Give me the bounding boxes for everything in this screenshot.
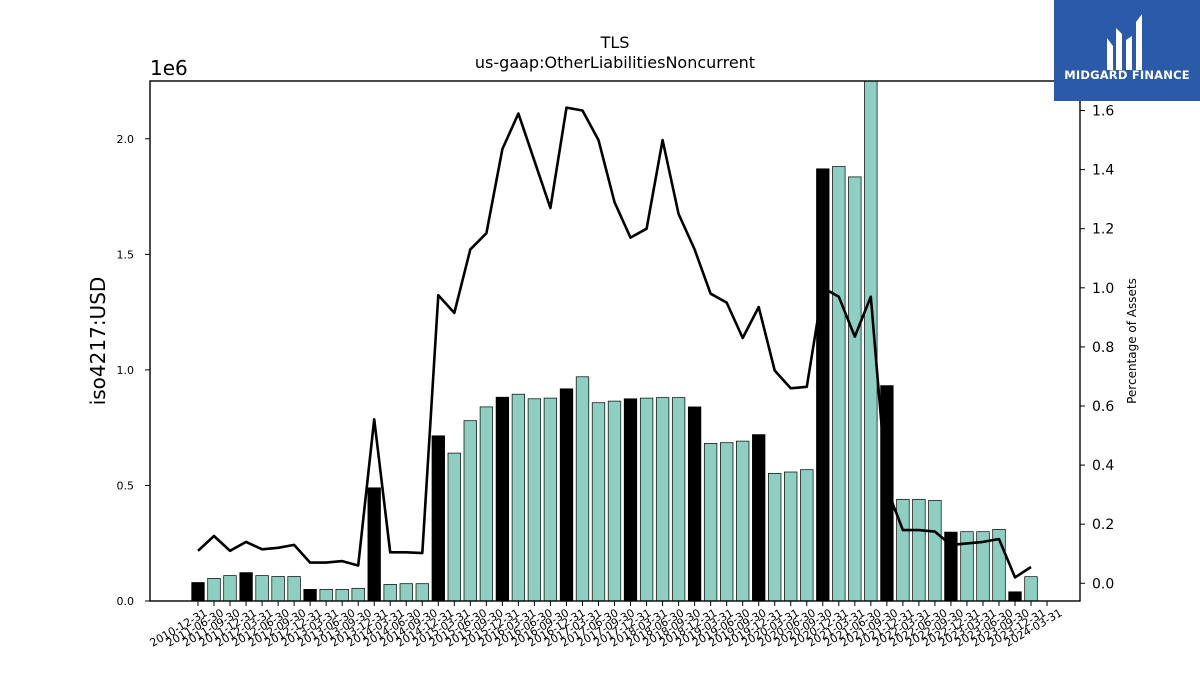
bar <box>816 168 830 602</box>
bars-group <box>191 80 1038 602</box>
bar <box>543 397 558 602</box>
y2-tick-label: 0.2 <box>1092 517 1114 533</box>
bar <box>399 583 413 602</box>
y2-tick-label: 1.2 <box>1092 222 1114 238</box>
bar <box>687 406 702 602</box>
bar <box>703 443 718 602</box>
bar <box>287 576 301 602</box>
bar <box>800 469 814 602</box>
bar <box>623 398 638 602</box>
bar <box>639 397 654 602</box>
y-tick-label: 2.0 <box>117 133 135 146</box>
bar <box>671 397 686 602</box>
chart-title: TLS <box>600 33 630 52</box>
bar <box>832 166 846 602</box>
y-tick-label: 1.5 <box>117 248 135 261</box>
y2-tick-label: 1.4 <box>1092 163 1114 179</box>
bar <box>223 575 237 602</box>
bar <box>383 584 397 602</box>
bar <box>928 500 942 602</box>
bar <box>207 578 221 602</box>
bar <box>447 452 461 602</box>
bar <box>720 442 734 602</box>
bar <box>415 583 429 602</box>
bar <box>319 589 333 602</box>
y-tick-label: 0.0 <box>117 595 135 608</box>
bar <box>655 397 670 602</box>
bar <box>752 434 766 602</box>
bar <box>736 440 750 602</box>
bar <box>271 576 285 602</box>
bar <box>1008 591 1022 602</box>
y2-tick-label: 0.0 <box>1092 576 1114 592</box>
line-group <box>197 106 1032 579</box>
percentage-line <box>197 106 1032 579</box>
bar <box>575 376 590 602</box>
bar <box>335 589 349 602</box>
bar <box>607 400 622 602</box>
bar <box>591 402 606 602</box>
bar <box>367 487 381 602</box>
y2-ticks: 0.0 0.2 0.4 0.6 0.8 1.0 1.2 1.4 1.6 <box>1080 104 1114 592</box>
bar <box>511 393 526 602</box>
y2-tick-label: 1.0 <box>1092 281 1114 297</box>
y2-tick-label: 0.4 <box>1092 458 1114 474</box>
logo-mark-icon <box>1107 14 1142 70</box>
y-tick-label: 1.0 <box>117 364 135 377</box>
bar <box>303 589 317 602</box>
bar <box>559 388 574 602</box>
bar <box>768 473 782 602</box>
bar <box>191 582 205 602</box>
bar <box>527 398 542 602</box>
brand-logo: MIDGARD FINANCE <box>1054 0 1200 101</box>
bar <box>495 396 510 602</box>
plot-frame <box>149 80 1081 602</box>
y-axis-label: iso4217:USD <box>86 277 110 406</box>
bar <box>463 420 477 602</box>
logo-text: MIDGARD FINANCE <box>1064 68 1190 82</box>
y2-axis-label: Percentage of Assets <box>1125 278 1139 404</box>
bar <box>880 385 894 602</box>
y-ticks: 0.0 0.5 1.0 1.5 2.0 <box>117 133 150 608</box>
bar <box>479 406 494 602</box>
y2-tick-label: 1.6 <box>1092 104 1114 120</box>
bar <box>784 471 798 602</box>
y-offset-label: 1e6 <box>150 56 188 80</box>
x-ticks: 2010-12-312011-06-302011-09-302011-12-31… <box>148 601 1065 650</box>
bar <box>848 176 862 602</box>
bar <box>255 575 269 602</box>
y-tick-label: 0.5 <box>117 479 135 492</box>
bar <box>351 587 365 602</box>
bar <box>431 435 445 602</box>
y2-tick-label: 0.8 <box>1092 340 1114 356</box>
bar <box>896 498 910 602</box>
bar <box>912 498 926 602</box>
bar <box>239 572 253 602</box>
bar <box>1024 576 1038 602</box>
y2-tick-label: 0.6 <box>1092 399 1114 415</box>
chart-subtitle: us-gaap:OtherLiabilitiesNoncurrent <box>475 53 755 72</box>
